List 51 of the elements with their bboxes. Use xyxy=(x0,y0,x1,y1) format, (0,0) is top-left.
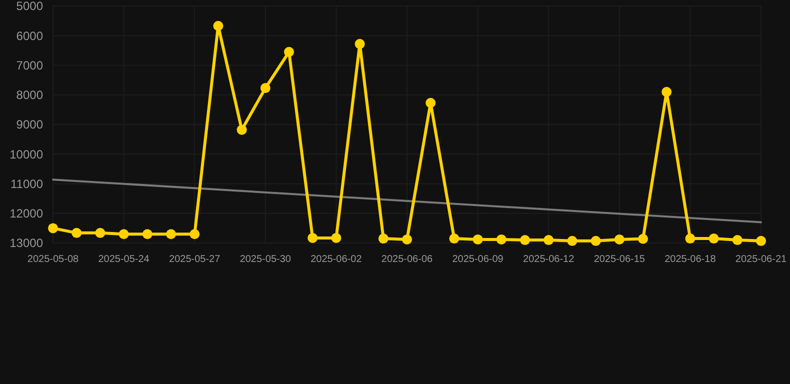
x-tick-label: 2025-05-27 xyxy=(169,254,221,265)
point xyxy=(449,234,460,244)
x-tick-label: 2025-06-02 xyxy=(310,254,362,265)
y-tick-label: 13000 xyxy=(10,236,44,250)
point xyxy=(685,234,696,244)
point xyxy=(166,229,176,240)
y-tick-label: 5000 xyxy=(16,0,44,14)
y-tick-label: 8000 xyxy=(16,88,44,102)
point xyxy=(496,234,506,244)
point xyxy=(590,236,601,246)
point xyxy=(260,83,270,94)
point xyxy=(95,228,106,238)
point xyxy=(544,235,554,246)
point xyxy=(662,86,672,97)
x-tick-label: 2025-06-15 xyxy=(594,254,646,265)
point xyxy=(354,38,365,49)
y-tick-label: 9000 xyxy=(16,118,44,132)
point xyxy=(118,229,129,240)
point xyxy=(213,20,224,31)
x-tick-label: 2025-05-30 xyxy=(240,254,292,265)
point xyxy=(520,235,530,246)
point xyxy=(190,229,200,240)
point xyxy=(72,228,82,238)
point xyxy=(732,235,742,246)
point xyxy=(426,98,436,108)
point xyxy=(142,229,152,240)
x-tick-label: 2025-06-12 xyxy=(523,254,575,265)
point xyxy=(708,234,719,244)
y-tick-label: 6000 xyxy=(16,28,44,43)
x-tick-label: 2025-06-06 xyxy=(381,254,434,265)
x-tick-label: 2025-06-18 xyxy=(664,254,716,265)
point xyxy=(756,236,766,246)
x-tick-label: 2025-05-24 xyxy=(98,254,150,265)
y-tick-label: 10000 xyxy=(10,147,44,162)
point xyxy=(472,234,483,244)
y-tick-label: 12000 xyxy=(10,206,44,221)
x-tick-label: 2025-05-08 xyxy=(27,254,80,265)
point xyxy=(284,46,294,57)
point xyxy=(402,234,412,244)
x-tick-label: 2025-06-21 xyxy=(735,254,788,265)
point xyxy=(614,234,624,244)
x-tick-label: 2025-06-09 xyxy=(452,254,504,265)
y-tick-label: 7000 xyxy=(16,58,44,72)
point xyxy=(48,223,58,234)
point xyxy=(308,232,318,243)
y-tick-label: 11000 xyxy=(10,176,44,191)
point xyxy=(236,124,247,135)
point xyxy=(638,234,648,244)
point xyxy=(567,236,578,246)
point xyxy=(378,234,388,244)
point xyxy=(331,232,342,243)
